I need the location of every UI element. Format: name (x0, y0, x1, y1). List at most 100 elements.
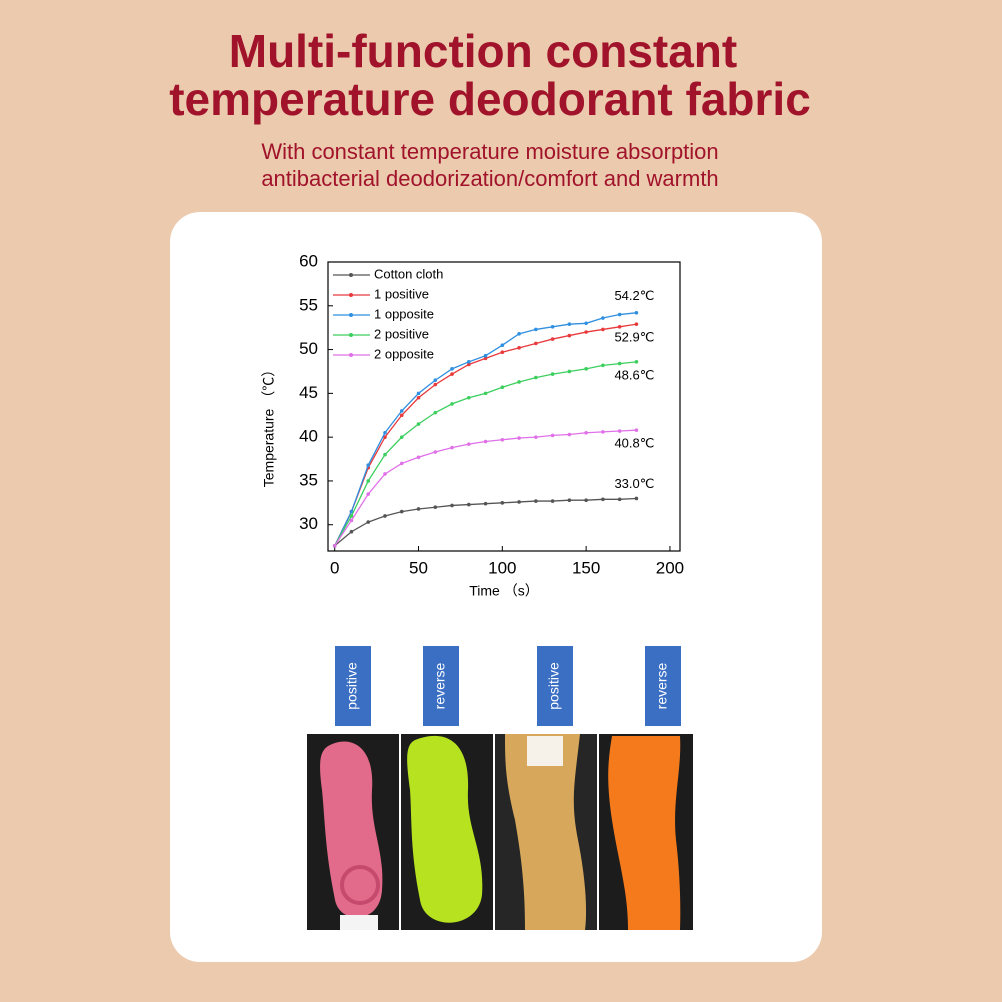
y-tick-label: 35 (299, 470, 318, 489)
y-tick-label: 55 (299, 295, 318, 314)
legend-label: 1 positive (374, 286, 429, 301)
x-tick-label: 150 (572, 558, 600, 577)
data-point (450, 445, 454, 450)
data-point (483, 391, 488, 396)
data-point (567, 333, 572, 338)
y-axis-label: Temperature （℃） (261, 363, 277, 487)
data-point (399, 435, 404, 439)
data-point (366, 479, 371, 483)
photos (307, 734, 693, 930)
data-point (534, 375, 538, 380)
data-point (450, 503, 454, 508)
data-point (584, 330, 588, 334)
data-point (634, 322, 639, 326)
data-point (584, 321, 588, 326)
data-point (433, 378, 438, 383)
data-point (483, 439, 488, 444)
insole (407, 735, 483, 923)
data-point (584, 498, 588, 503)
data-point (617, 325, 622, 329)
data-point (517, 380, 521, 384)
x-tick-label: 0 (330, 558, 339, 577)
data-point (332, 543, 337, 548)
data-point (567, 322, 572, 326)
legend-marker (349, 293, 353, 297)
data-point (349, 514, 354, 518)
data-point (483, 356, 488, 361)
data-point (601, 316, 605, 320)
data-point (550, 337, 555, 341)
data-point (634, 428, 639, 432)
data-point (399, 509, 404, 514)
data-point (601, 430, 605, 434)
data-point (634, 496, 639, 501)
y-tick-label: 60 (299, 251, 318, 270)
data-point (550, 325, 555, 329)
data-point (483, 501, 488, 506)
data-point (467, 442, 471, 446)
data-point (550, 433, 555, 438)
end-label: 33.0℃ (614, 476, 654, 491)
data-point (584, 367, 588, 371)
data-point (467, 362, 471, 367)
legend-label: Cotton cloth (374, 266, 443, 281)
data-point (500, 350, 505, 355)
data-point (349, 529, 354, 534)
data-point (467, 395, 471, 400)
end-label: 52.9℃ (614, 330, 654, 345)
legend-marker (349, 353, 353, 357)
data-point (483, 353, 488, 358)
data-point (550, 372, 555, 376)
data-point (366, 520, 371, 524)
data-point (349, 509, 354, 514)
data-point (534, 341, 538, 346)
data-point (550, 499, 555, 503)
data-point (534, 435, 538, 439)
data-point (567, 369, 572, 374)
insole (608, 736, 681, 930)
sample-tag (537, 646, 573, 726)
y-tick-label: 50 (299, 339, 318, 358)
data-point (399, 409, 404, 413)
data-point (399, 461, 404, 466)
data-point (383, 514, 387, 518)
data-point (433, 410, 438, 415)
sample-tag (423, 646, 459, 726)
data-point (349, 518, 354, 523)
end-label: 40.8℃ (614, 436, 654, 451)
data-point (567, 498, 572, 503)
legend-marker (349, 333, 353, 337)
title-line: temperature deodorant fabric (169, 73, 811, 125)
data-point (416, 507, 421, 511)
data-point (467, 360, 471, 364)
legend-label: 1 opposite (374, 306, 434, 321)
data-point (601, 363, 605, 368)
data-point (433, 505, 438, 510)
data-point (517, 346, 521, 350)
legend-marker (349, 313, 353, 317)
sample-label: positive (546, 662, 562, 710)
data-point (500, 385, 505, 390)
data-point (433, 450, 438, 454)
x-tick-label: 200 (656, 558, 684, 577)
data-point (399, 413, 404, 418)
data-point (450, 372, 454, 376)
end-label: 48.6℃ (614, 367, 654, 382)
sample-tag (335, 646, 371, 726)
plot-frame (327, 261, 681, 552)
data-point (567, 432, 572, 437)
data-point (517, 332, 521, 336)
end-label: 54.2℃ (614, 288, 654, 303)
data-point (500, 501, 505, 505)
data-point (584, 430, 588, 435)
data-point (416, 395, 421, 400)
x-tick-label: 100 (488, 558, 516, 577)
sample-label: reverse (432, 662, 448, 709)
y-tick-label: 45 (299, 383, 318, 402)
legend-label: 2 positive (374, 326, 429, 341)
insole-tag (527, 736, 563, 766)
data-point (517, 436, 521, 440)
insole-detail (340, 865, 380, 905)
data-point (601, 497, 605, 502)
data-point (366, 463, 371, 467)
